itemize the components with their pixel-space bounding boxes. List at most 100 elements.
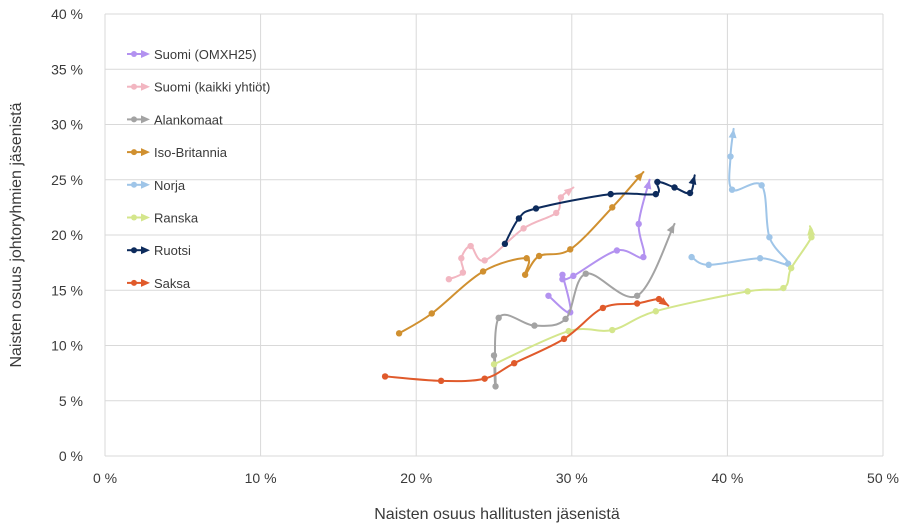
data-point (553, 209, 560, 217)
y-tick-label: 30 % (51, 117, 83, 133)
data-point (652, 308, 660, 315)
data-point (481, 257, 488, 264)
series-line (690, 127, 790, 266)
y-tick-label: 20 % (51, 227, 83, 243)
data-point (481, 375, 488, 382)
y-tick-label: 5 % (59, 393, 83, 409)
data-point (535, 252, 543, 260)
x-tick-label: 50 % (867, 470, 899, 486)
series-end-arrow (634, 172, 644, 182)
legend-arrow (141, 115, 150, 124)
data-point (654, 178, 661, 186)
data-point (635, 220, 642, 228)
data-point (744, 288, 751, 295)
data-point (437, 377, 445, 385)
data-point (655, 295, 663, 303)
legend-item: Suomi (kaikki yhtiöt) (127, 80, 270, 95)
y-tick-label: 40 % (51, 6, 83, 22)
legend-arrow (141, 213, 150, 222)
data-point (445, 276, 453, 283)
series-layer (381, 127, 816, 390)
data-point (479, 268, 487, 275)
data-point (560, 335, 568, 343)
data-point (728, 186, 736, 193)
series-line (493, 225, 814, 366)
series-end-arrow (563, 187, 574, 197)
legend-item: Ranska (127, 211, 199, 226)
legend-label: Ranska (154, 211, 199, 226)
series-end-arrow (728, 128, 737, 139)
grid-layer (104, 13, 884, 457)
legend-arrow (141, 180, 150, 189)
data-point (756, 255, 764, 262)
legend-arrow (141, 82, 150, 91)
data-point (515, 215, 523, 222)
legend-label: Norja (154, 178, 186, 193)
legend-arrow (141, 278, 150, 287)
data-point (559, 276, 566, 283)
data-point (521, 271, 529, 278)
legend-marker (131, 279, 137, 286)
data-point (652, 190, 660, 198)
data-point (640, 253, 647, 261)
legend-label: Saksa (154, 276, 191, 291)
x-tick-label: 20 % (400, 470, 432, 486)
data-point (758, 182, 765, 189)
data-point (609, 326, 616, 334)
data-point (688, 253, 695, 261)
x-tick-label: 40 % (711, 470, 743, 486)
x-tick-label: 0 % (93, 470, 117, 486)
data-point (495, 314, 502, 322)
data-point (633, 292, 641, 299)
data-point (490, 361, 498, 368)
legend-item: Suomi (OMXH25) (127, 47, 257, 62)
data-point (787, 264, 795, 272)
data-point (511, 359, 518, 367)
legend-marker (131, 116, 137, 123)
x-tick-label: 10 % (245, 470, 277, 486)
data-point (458, 255, 465, 262)
legend-marker (131, 51, 137, 57)
data-point (381, 373, 389, 380)
y-axis-title: Naisten osuus johtoryhmien jäsenistä (8, 102, 25, 367)
series-6 (501, 174, 697, 248)
series-3 (395, 171, 645, 337)
series-end-arrow (688, 175, 697, 186)
series-line (493, 222, 676, 389)
x-axis-title: Naisten osuus hallitusten jäsenistä (374, 506, 620, 523)
data-point (501, 240, 509, 248)
legend-marker (131, 149, 137, 156)
data-point (633, 300, 641, 307)
legend-marker (131, 83, 137, 90)
y-tick-label: 15 % (51, 282, 83, 298)
data-point (582, 270, 590, 277)
data-point (613, 247, 621, 254)
data-point (780, 284, 787, 292)
data-point (395, 330, 403, 337)
data-point (727, 153, 734, 160)
legend-marker (131, 247, 137, 254)
series-2 (490, 222, 676, 390)
legend-item: Saksa (127, 276, 191, 291)
data-point (428, 310, 435, 317)
data-point (766, 234, 773, 241)
y-tick-label: 10 % (51, 338, 83, 354)
data-point (562, 315, 569, 323)
series-0 (545, 178, 652, 316)
data-point (607, 190, 614, 198)
legend-label: Suomi (OMXH25) (154, 47, 257, 62)
legend-item: Alankomaat (127, 112, 223, 127)
series-end-arrow (658, 297, 669, 306)
legend-item: Ruotsi (127, 243, 191, 258)
legend-item: Iso-Britannia (127, 145, 228, 160)
series-end-arrow (807, 226, 816, 236)
legend-label: Iso-Britannia (154, 145, 228, 160)
data-point (459, 269, 467, 276)
data-point (686, 189, 694, 197)
series-line (398, 171, 645, 335)
legend-label: Alankomaat (154, 112, 223, 127)
data-point (808, 234, 815, 241)
data-point (531, 322, 538, 329)
data-point (671, 184, 678, 191)
